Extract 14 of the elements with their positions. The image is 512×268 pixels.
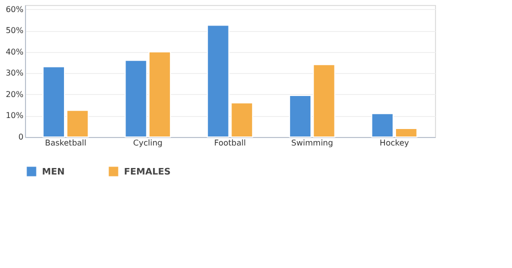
x-tick-label: Basketball	[44, 138, 86, 148]
x-tick-label: Hockey	[380, 138, 410, 148]
y-tick-label: 0	[18, 132, 24, 142]
y-tick-label: 50%	[6, 26, 24, 36]
x-tick-label: Swimming	[291, 138, 334, 148]
legend-label: FEMALES	[124, 168, 171, 178]
y-tick-label: 20%	[6, 90, 24, 99]
x-tick-label: Football	[214, 138, 246, 148]
y-tick-label: 10%	[6, 111, 24, 120]
legend-label: MEN	[42, 168, 65, 178]
x-tick-label: Cycling	[133, 138, 162, 148]
y-tick-label: 60%	[6, 4, 24, 14]
y-tick-label: 30%	[6, 68, 24, 78]
y-tick-label: 40%	[6, 47, 24, 56]
